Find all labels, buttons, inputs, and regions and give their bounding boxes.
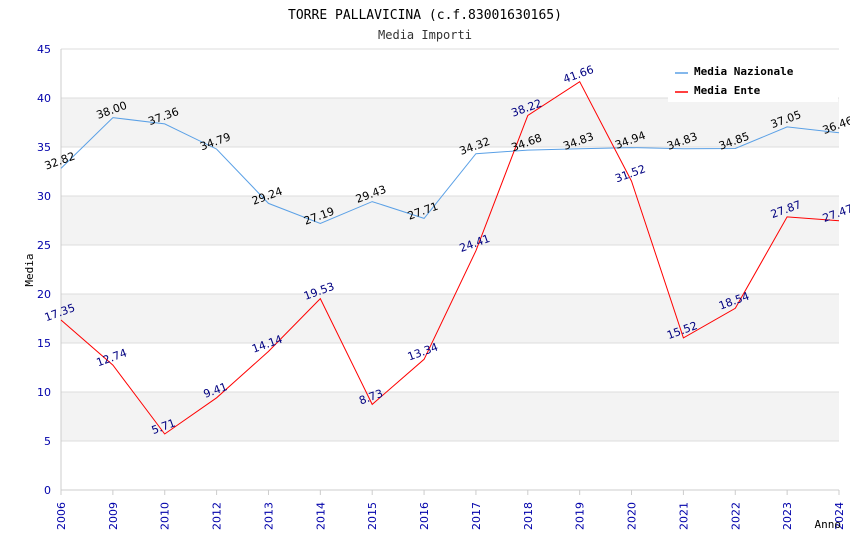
x-tick-label: 2015 — [366, 502, 379, 530]
axes — [60, 49, 839, 491]
series-line-media-nazionale — [60, 117, 840, 225]
x-tick-label: 2009 — [107, 502, 120, 530]
grid-bands — [61, 48, 839, 490]
chart-title: TORRE PALLAVICINA (c.f.83001630165) — [288, 8, 562, 23]
legend-label-media-nazionale: Media Nazionale — [694, 65, 794, 78]
legend: Media Nazionale Media Ente — [668, 60, 838, 102]
x-tick-label: 2017 — [470, 502, 483, 530]
legend-label-media-ente: Media Ente — [694, 84, 761, 97]
y-tick-label: 0 — [44, 484, 51, 497]
grid-band — [61, 441, 839, 490]
grid-band — [61, 196, 839, 245]
grid-band — [61, 343, 839, 392]
series-lines — [60, 80, 840, 435]
x-axis-label: Anno — [815, 518, 842, 531]
x-tick-label: 2022 — [729, 502, 742, 530]
y-tick-label: 45 — [37, 43, 51, 56]
x-tick-label: 2016 — [418, 502, 431, 530]
x-tick-label: 2023 — [781, 502, 794, 530]
x-tick-label: 2006 — [55, 502, 68, 530]
y-tick-label: 5 — [44, 435, 51, 448]
x-tick-label: 2019 — [574, 502, 587, 530]
y-tick-label: 10 — [37, 386, 51, 399]
chart-subtitle: Media Importi — [378, 28, 472, 42]
y-tick-label: 15 — [37, 337, 51, 350]
series-line-media-ente — [60, 80, 840, 435]
x-tick-label: 2010 — [159, 502, 172, 530]
x-tick-label: 2014 — [314, 502, 327, 530]
x-tick-label: 2024 — [833, 502, 846, 530]
grid-band — [61, 294, 839, 343]
y-tick-label: 25 — [37, 239, 51, 252]
legend-background — [668, 60, 838, 102]
y-tick-label: 20 — [37, 288, 51, 301]
x-ticks: 2006 2009 2010 2012 2013 2014 2015 2016 2017 2018… — [55, 490, 846, 530]
x-tick-label: 2020 — [626, 502, 639, 530]
grid-band — [61, 392, 839, 441]
y-ticks: 0 5 10 15 20 25 30 35 40 45 — [37, 43, 51, 497]
grid-band — [61, 147, 839, 196]
y-tick-label: 30 — [37, 190, 51, 203]
x-tick-label: 2013 — [262, 502, 275, 530]
grid-band — [61, 98, 839, 147]
y-tick-label: 40 — [37, 92, 51, 105]
grid-band — [61, 245, 839, 294]
x-tick-label: 2021 — [677, 502, 690, 530]
x-tick-label: 2012 — [211, 502, 224, 530]
y-axis-label: Media — [23, 253, 36, 286]
x-tick-label: 2018 — [522, 502, 535, 530]
y-tick-label: 35 — [37, 141, 51, 154]
